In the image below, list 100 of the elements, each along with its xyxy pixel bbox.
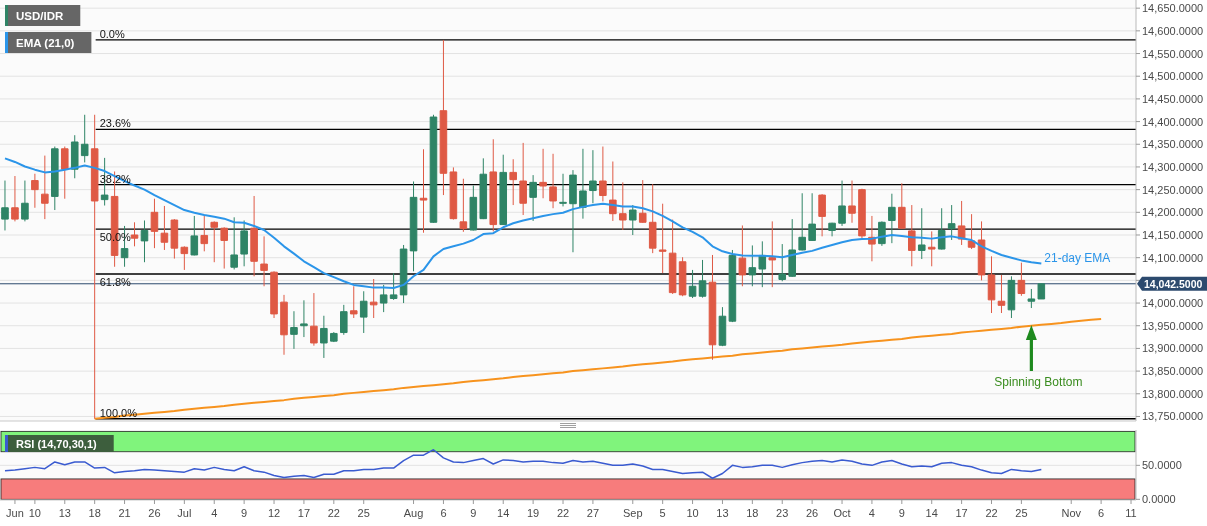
y-tick-label: 14,450.0000 [1142, 92, 1204, 105]
candlestick [489, 138, 498, 232]
candlestick [41, 155, 49, 220]
candlestick [369, 278, 378, 319]
x-tick-label: Sep [622, 507, 643, 519]
x-tick-label: 18 [746, 507, 759, 519]
candlestick [150, 198, 159, 249]
x-tick-label: 23 [776, 507, 789, 519]
candlestick [638, 179, 647, 224]
x-tick-label: 9 [470, 507, 477, 519]
candlestick [210, 220, 219, 263]
candlestick [320, 315, 328, 359]
candlestick [828, 222, 836, 237]
candlestick [379, 284, 388, 313]
candlestick [90, 114, 99, 420]
candlestick [708, 254, 717, 361]
candlestick [300, 299, 308, 338]
candlestick [728, 249, 737, 323]
candlestick [330, 331, 338, 343]
candlestick [848, 180, 856, 224]
candlestick [927, 230, 936, 267]
x-tick-label: 25 [357, 507, 370, 519]
candlestick [539, 148, 547, 199]
x-tick-label: 22 [327, 507, 340, 519]
y-tick-label: 0.0000 [1142, 493, 1176, 506]
candlestick [130, 221, 139, 247]
candlestick [529, 174, 537, 222]
candlestick [778, 243, 787, 282]
candlestick [260, 235, 268, 287]
y-tick-label: 14,250.0000 [1142, 183, 1204, 196]
x-tick-label: 14 [925, 507, 938, 519]
line-series [93, 317, 1103, 420]
x-tick-label: 26 [806, 507, 819, 519]
line-series [4, 448, 1043, 479]
x-tick-label: Jul [177, 507, 192, 519]
candlestick [419, 148, 428, 234]
x-tick-label: 22 [985, 507, 998, 519]
annotation: 100.0% [99, 406, 138, 419]
y-tick-label: 14,650.0000 [1142, 2, 1204, 15]
candlestick [21, 180, 29, 222]
candlestick [60, 146, 69, 200]
y-tick-label: 14,500.0000 [1142, 70, 1204, 83]
candlestick [788, 218, 796, 278]
candlestick [140, 219, 149, 263]
x-tick-label: 6 [440, 507, 447, 519]
line-series [3, 157, 1043, 290]
x-tick-label: 17 [955, 507, 968, 519]
candlestick [359, 290, 368, 334]
candlestick [479, 157, 488, 220]
candlestick [290, 310, 298, 350]
candlestick [628, 204, 637, 236]
x-tick-label: 18 [88, 507, 101, 519]
candlestick [838, 180, 846, 227]
candlestick [31, 173, 39, 209]
y-tick-label: 14,550.0000 [1142, 47, 1204, 60]
x-tick-label: 14 [497, 507, 510, 519]
legend-label: EMA (21,0) [16, 36, 75, 49]
candlestick [698, 259, 707, 299]
annotation: 0.0% [99, 27, 125, 40]
candlestick [220, 226, 228, 270]
candlestick [180, 245, 189, 271]
candlestick [569, 169, 577, 253]
x-tick-label: 22 [556, 507, 570, 519]
candlestick [748, 244, 757, 287]
x-tick-label: 10 [686, 507, 699, 519]
candlestick [798, 192, 806, 251]
candlestick [170, 218, 179, 260]
x-tick-label: 4 [211, 507, 218, 519]
candlestick [11, 175, 19, 222]
candlestick [957, 200, 966, 246]
y-tick-label: 14,200.0000 [1142, 206, 1204, 219]
candlestick [280, 294, 288, 356]
y-tick-label: 14,350.0000 [1142, 138, 1204, 151]
candlestick [818, 193, 826, 237]
candlestick [758, 240, 767, 288]
candlestick [51, 146, 59, 211]
x-tick-label: 17 [297, 507, 311, 519]
candlestick [858, 188, 866, 239]
candlestick [609, 161, 617, 222]
candlestick [200, 215, 209, 252]
candlestick [399, 244, 408, 304]
candlestick [80, 114, 89, 163]
x-tick-label: 9 [241, 507, 248, 519]
annotation: 23.6% [99, 117, 132, 130]
y-tick-label: 14,400.0000 [1142, 115, 1204, 128]
candlestick [579, 148, 587, 220]
x-tick-label: 13 [58, 507, 71, 519]
candlestick [160, 205, 169, 251]
y-tick-label: 14,000.0000 [1142, 297, 1204, 310]
x-tick-label: 26 [148, 507, 161, 519]
candlestick [808, 192, 816, 242]
candlestick [898, 182, 906, 230]
candlestick [449, 166, 458, 221]
candlestick [688, 269, 697, 299]
candlestick [668, 219, 677, 295]
candlestick [589, 149, 597, 204]
y-tick-label: 14,100.0000 [1142, 251, 1204, 264]
candlestick [1027, 288, 1036, 309]
x-tick-label: 25 [1015, 507, 1028, 519]
x-tick-label: 10 [28, 507, 41, 519]
